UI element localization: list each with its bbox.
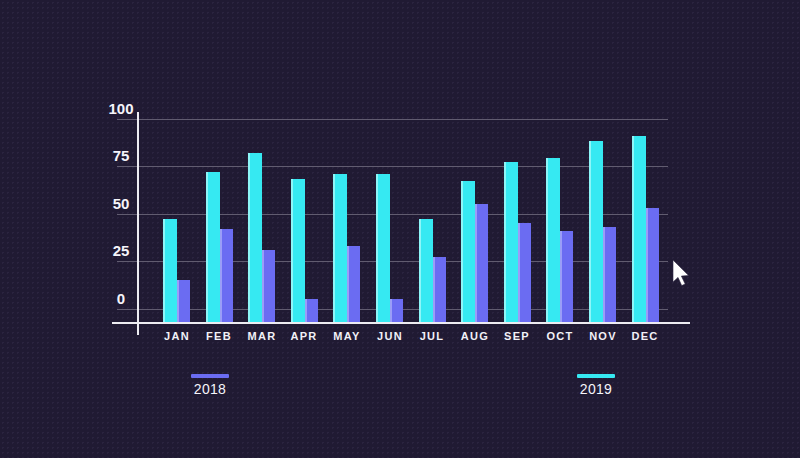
y-tick-label-0: 0 — [101, 291, 141, 307]
y-tick-label-25: 25 — [101, 243, 141, 259]
bar-2019-feb — [206, 172, 220, 322]
bar-2018-may — [347, 246, 360, 322]
screen: 0 25 50 75 100 JANFEBMARAPRMAYJUNJULAUGSEPOCT… — [0, 0, 800, 458]
x-axis-line — [112, 322, 690, 324]
bar-2018-dec — [646, 208, 659, 322]
x-tick-label-mar: MAR — [240, 329, 284, 343]
bar-2019-jun — [376, 174, 390, 322]
gridline-75 — [117, 166, 668, 167]
bar-2018-aug — [475, 204, 488, 322]
bar-2019-sep — [504, 162, 518, 322]
bar-2019-oct — [546, 158, 560, 322]
x-tick-label-may: MAY — [325, 329, 369, 343]
bar-2018-feb — [220, 229, 233, 322]
x-tick-label-nov: NOV — [581, 329, 625, 343]
bar-2018-jan — [177, 280, 190, 322]
x-tick-label-aug: AUG — [453, 329, 497, 343]
bar-2018-apr — [305, 299, 318, 322]
x-tick-label-jul: JUL — [410, 329, 454, 343]
bar-2018-nov — [603, 227, 616, 322]
x-tick-label-jun: JUN — [368, 329, 412, 343]
bar-2019-jul — [419, 219, 433, 322]
bar-2019-jan — [163, 219, 177, 322]
bar-2019-nov — [589, 141, 603, 322]
bar-2018-sep — [518, 223, 531, 322]
x-tick-label-feb: FEB — [197, 329, 241, 343]
arrow-pointer-icon — [672, 259, 692, 293]
legend-item-2019: 2019 — [574, 374, 618, 397]
x-tick-label-jan: JAN — [155, 329, 199, 343]
y-tick-label-100: 100 — [101, 101, 141, 117]
legend-swatch-2018 — [191, 374, 229, 378]
x-tick-label-oct: OCT — [538, 329, 582, 343]
legend-label-2019: 2019 — [574, 381, 618, 397]
y-tick-label-50: 50 — [101, 196, 141, 212]
bar-2019-apr — [291, 179, 305, 322]
gridline-100 — [117, 119, 668, 120]
bar-2019-dec — [632, 136, 646, 322]
x-tick-label-sep: SEP — [495, 329, 539, 343]
bar-2018-jun — [390, 299, 403, 322]
bar-2018-mar — [262, 250, 275, 322]
bar-2019-mar — [248, 153, 262, 322]
legend-swatch-2019 — [577, 374, 615, 378]
gridline-50 — [117, 214, 668, 215]
gridline-25 — [117, 261, 668, 262]
bar-2018-jul — [433, 257, 446, 322]
bar-2019-may — [333, 174, 347, 322]
bar-2019-aug — [461, 181, 475, 322]
y-tick-label-75: 75 — [101, 148, 141, 164]
legend-label-2018: 2018 — [188, 381, 232, 397]
x-tick-label-apr: APR — [282, 329, 326, 343]
x-tick-label-dec: DEC — [623, 329, 667, 343]
bar-2018-oct — [560, 231, 573, 322]
legend-item-2018: 2018 — [188, 374, 232, 397]
